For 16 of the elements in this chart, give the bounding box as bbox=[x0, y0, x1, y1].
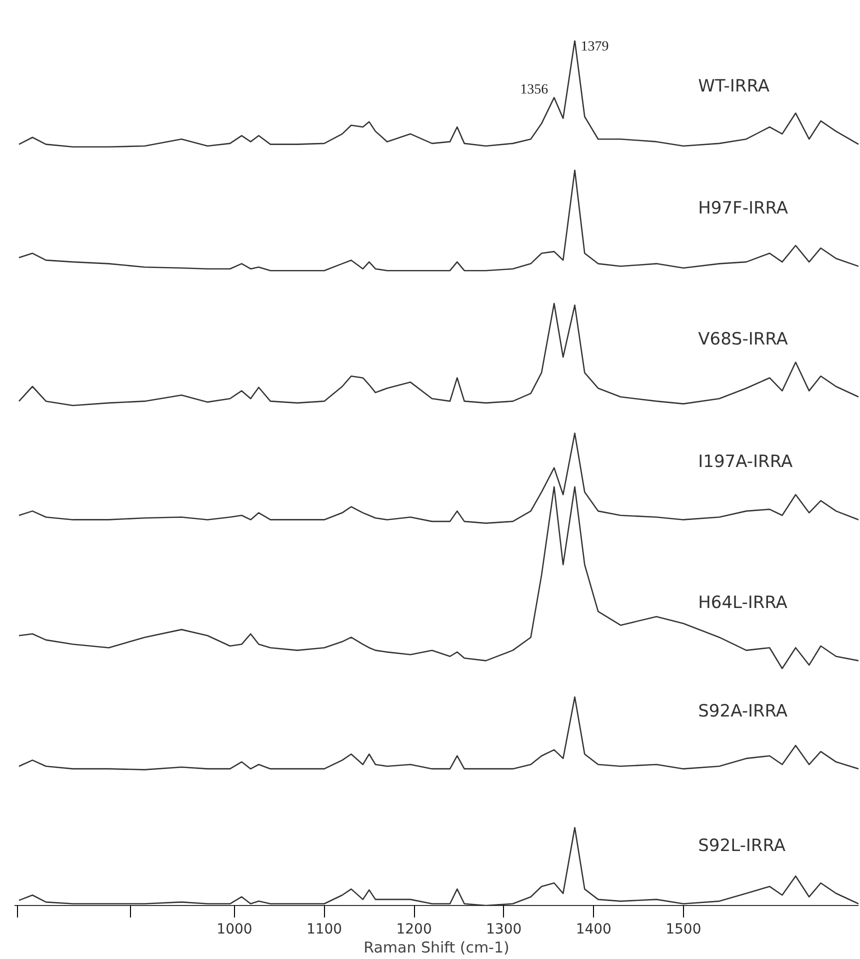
x-tick-label: 1400 bbox=[576, 922, 612, 938]
series-label: H64L-IRRA bbox=[698, 593, 788, 614]
annotation: 1379 bbox=[580, 40, 609, 54]
annotation: 1356 bbox=[520, 82, 548, 98]
series-label: WT-IRRA bbox=[698, 76, 770, 97]
series-label: H97F-IRRA bbox=[698, 198, 788, 219]
series-label: S92L-IRRA bbox=[698, 836, 786, 856]
x-tick-label: 1200 bbox=[396, 922, 432, 938]
series-label: I197A-IRRA bbox=[698, 452, 793, 472]
x-tick-label: 1000 bbox=[216, 922, 252, 938]
series-label: S92A-IRRA bbox=[698, 701, 788, 722]
series-label: V68S-IRRA bbox=[698, 329, 788, 350]
x-tick-label: 1300 bbox=[486, 922, 522, 938]
x-tick-label: 1100 bbox=[306, 922, 342, 938]
x-tick-label: 1500 bbox=[666, 922, 702, 938]
x-axis-title: Raman Shift (cm-1) bbox=[364, 938, 510, 956]
